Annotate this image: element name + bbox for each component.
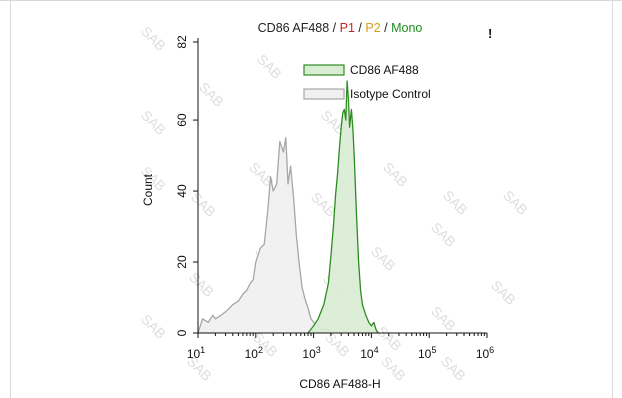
watermark-text: SAB (138, 23, 169, 54)
legend-label-0: CD86 AF488 (350, 63, 419, 77)
panel-left-border (10, 0, 11, 398)
legend-swatch-1 (303, 88, 345, 100)
watermark-text: SAB (428, 303, 459, 334)
watermark-text: SAB (374, 323, 405, 354)
y-axis-label: Count (141, 173, 155, 206)
y-tick-label: 40 (175, 184, 189, 198)
series-fill-isotype (198, 137, 331, 333)
watermark-text: SAB (254, 51, 285, 82)
x-tick-label: 105 (418, 345, 436, 361)
panel-top-border (0, 0, 622, 1)
x-tick-label: 101 (187, 345, 205, 361)
series-fill-cd86 (308, 81, 378, 333)
watermark-text: SAB (138, 107, 169, 138)
legend-label-1: Isotype Control (350, 87, 431, 101)
watermark-text: SAB (440, 187, 471, 218)
x-tick-label: 102 (245, 345, 263, 361)
x-axis-label: CD86 AF488-H (299, 377, 380, 391)
title-part-2: / (355, 21, 365, 35)
watermark-text: SAB (380, 159, 411, 190)
watermark-text: SAB (186, 269, 217, 300)
y-tick-label: 82 (175, 35, 189, 49)
x-tick-label: 106 (476, 345, 494, 361)
x-tick-label: 104 (360, 345, 378, 361)
series-line-cd86 (307, 80, 379, 334)
chart-legend: CD86 AF488 Isotype Control (303, 63, 431, 101)
watermark-text: SAB (500, 187, 531, 218)
title-part-0: CD86 AF488 / (258, 21, 340, 35)
series-line-isotype (197, 137, 332, 334)
y-tick-label: 20 (175, 255, 189, 269)
chart-title: CD86 AF488 / P1 / P2 / Mono (258, 21, 423, 35)
x-tick-label: 103 (302, 345, 320, 361)
title-part-3: P2 (365, 21, 380, 35)
legend-swatch-0 (303, 64, 345, 76)
y-tick-label: 0 (175, 329, 189, 336)
axes-layer: 0 20 40 60 82 101 102 103 104 105 106 (175, 35, 494, 361)
panel-right-border (612, 0, 613, 398)
corner-mark: ! (488, 26, 492, 41)
watermark-text: SAB (428, 219, 459, 250)
watermark-text: SAB (368, 243, 399, 274)
y-tick-label: 60 (175, 113, 189, 127)
watermark-text: SAB (138, 311, 169, 342)
watermark-text: SAB (488, 277, 519, 308)
watermark-text: SAB (438, 353, 469, 384)
title-part-1: P1 (340, 21, 355, 35)
watermark-text: SAB (196, 79, 227, 110)
watermark-text: SAB (378, 353, 409, 384)
title-part-4: / (381, 21, 391, 35)
series-layer (197, 80, 379, 334)
watermark-text: SAB (188, 189, 219, 220)
title-part-5: Mono (391, 21, 422, 35)
